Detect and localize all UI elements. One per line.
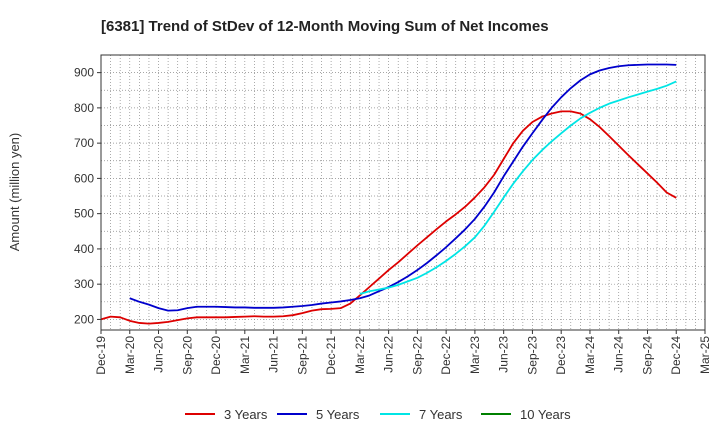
x-tick-label: Mar-21 [238,336,252,374]
y-tick-label: 600 [74,171,94,185]
x-tick-label: Jun-24 [612,336,626,373]
x-tick-label: Sep-24 [640,336,654,375]
x-tick-label: Dec-20 [209,336,223,375]
series-line-3-years [100,110,677,325]
x-tick-label: Dec-23 [554,336,568,375]
grid [101,55,705,330]
x-tick-label: Mar-24 [583,336,597,374]
y-tick-label: 300 [74,277,94,291]
x-tick-label: Mar-23 [468,336,482,374]
x-tick-label: Sep-23 [525,336,539,375]
x-tick-label: Sep-22 [410,336,424,375]
y-tick-label: 800 [74,101,94,115]
x-tick-label: Dec-24 [669,336,683,375]
x-tick-label: Mar-22 [353,336,367,374]
x-tick-label: Jun-20 [152,336,166,373]
legend-label: 7 Years [419,407,463,422]
y-axis-label: Amount (million yen) [7,133,22,252]
series-lines [100,63,677,325]
x-tick-label: Sep-20 [180,336,194,375]
x-tick-labels: Dec-19 Mar-20 Jun-20 Sep-20 Dec-20 Mar-21 Jun-… [94,330,712,375]
x-tick-label: Dec-19 [94,336,108,375]
y-tick-label: 200 [74,312,94,326]
x-tick-label: Dec-21 [324,336,338,375]
y-tick-label: 700 [74,136,94,150]
x-tick-label: Jun-21 [267,336,281,373]
x-tick-label: Mar-20 [123,336,137,374]
legend-label: 3 Years [224,407,268,422]
y-tick-label: 900 [74,66,94,80]
legend: 3 Years 5 Years 7 Years 10 Years [185,407,571,422]
y-tick-label: 400 [74,242,94,256]
plot-area-frame [100,54,706,331]
legend-label: 10 Years [520,407,571,422]
y-tick-label: 500 [74,207,94,221]
x-tick-label: Jun-22 [382,336,396,373]
series-line-7-years [359,80,677,295]
series-line-5-years [129,63,677,312]
y-tick-labels: 200 300 400 500 600 700 800 900 [74,66,101,326]
x-tick-label: Sep-21 [295,336,309,375]
legend-label: 5 Years [316,407,360,422]
x-tick-label: Mar-25 [698,336,712,374]
chart-title: [6381] Trend of StDev of 12-Month Moving… [101,18,549,35]
x-tick-label: Dec-22 [439,336,453,375]
x-tick-label: Jun-23 [497,336,511,373]
